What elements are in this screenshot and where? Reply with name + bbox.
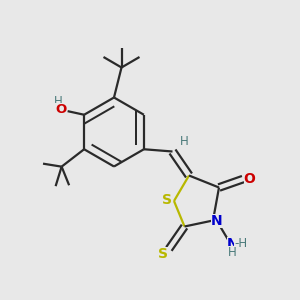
Text: O: O bbox=[244, 172, 256, 186]
Text: H: H bbox=[54, 95, 62, 108]
Text: H: H bbox=[228, 246, 237, 259]
Text: N: N bbox=[211, 214, 223, 228]
Text: N: N bbox=[227, 237, 238, 250]
Text: -H: -H bbox=[234, 237, 248, 250]
Text: S: S bbox=[158, 247, 168, 260]
Text: H: H bbox=[179, 135, 188, 148]
Text: S: S bbox=[162, 193, 172, 207]
Text: O: O bbox=[56, 103, 67, 116]
